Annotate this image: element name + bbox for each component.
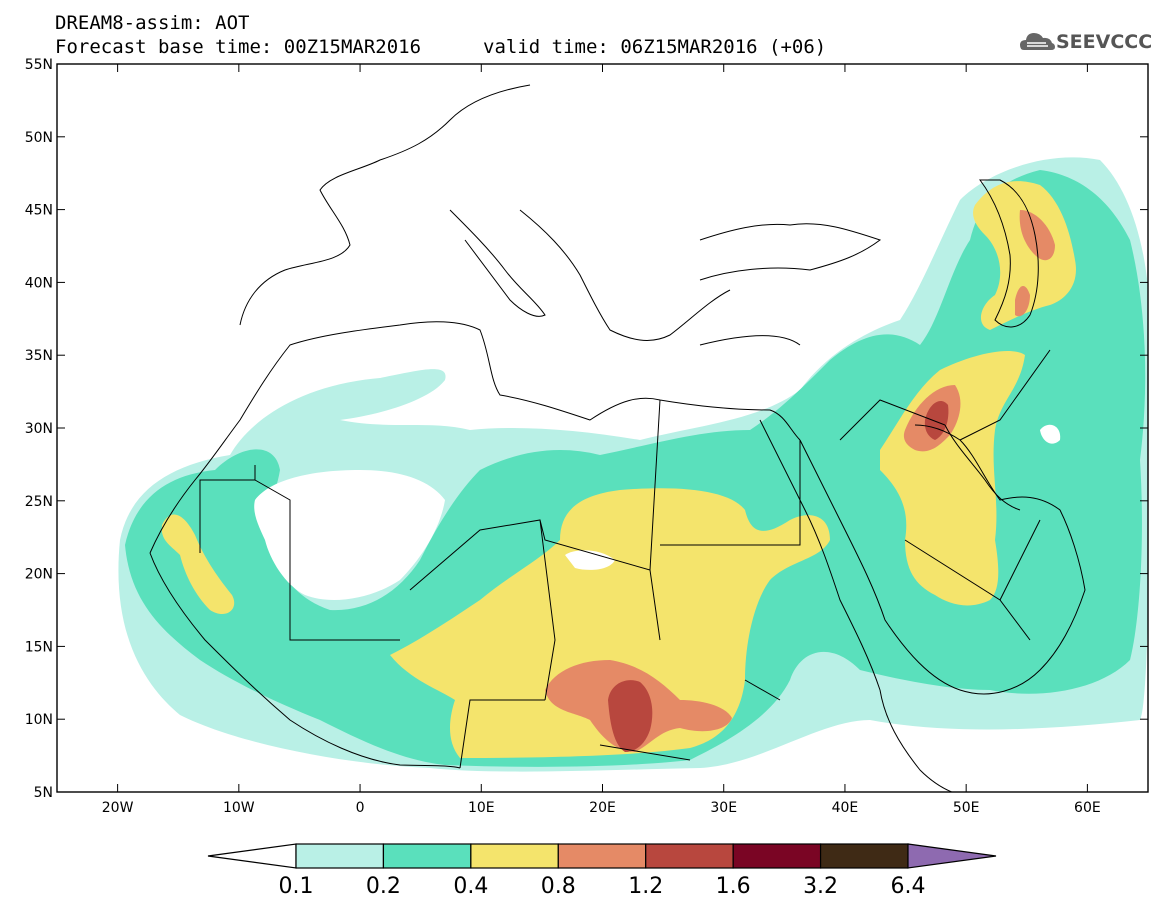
colorbar-segment (645, 843, 734, 869)
chart-subtitle: Forecast base time: 00Z15MAR2016 valid ti… (55, 36, 826, 58)
lat-tick-label: 15N (25, 639, 53, 655)
colorbar-label: 3.2 (803, 874, 838, 899)
aot-band-dark-red (608, 680, 653, 752)
lon-tick-label: 20E (589, 800, 616, 816)
lon-tick-label: 0 (356, 800, 365, 816)
lat-tick-label: 40N (25, 275, 53, 291)
aot-band-yellow (161, 514, 235, 615)
aot-band-orange (1015, 285, 1030, 317)
lon-tick-label: 20W (102, 800, 134, 816)
aot-band-turquoise (125, 170, 1146, 767)
aot-band-orange (1019, 210, 1055, 261)
colorbar-segment (382, 843, 472, 869)
colorbar-segment (819, 843, 909, 869)
lon-tick-label: 50E (953, 800, 980, 816)
aot-band-yellow (973, 181, 1076, 330)
cloud-icon (1020, 33, 1055, 50)
lon-tick-label: 10W (223, 800, 255, 816)
colorbar-over-arrow (907, 843, 997, 869)
lon-tick-label: 30E (710, 800, 737, 816)
lon-tick-label: 40E (832, 800, 859, 816)
lat-tick-label: 50N (25, 130, 53, 146)
logo-text: SEEVCCC (1056, 31, 1153, 53)
lat-tick-label: 20N (25, 567, 53, 583)
lon-tick-label: 10E (468, 800, 495, 816)
colorbar-label: 0.1 (279, 874, 314, 899)
aot-field (118, 157, 1148, 772)
colorbar-label: 0.8 (541, 874, 576, 899)
colorbar-label: 6.4 (891, 874, 926, 899)
valid-time-label: valid time: 06Z15MAR2016 (+06) (483, 36, 827, 58)
aot-band-yellow (390, 488, 830, 758)
chart-title: DREAM8-assim: AOT (55, 12, 250, 34)
lat-tick-label: 10N (25, 712, 53, 728)
coastlines (149, 84, 1086, 792)
base-time-label: Forecast base time: 00Z15MAR2016 (55, 36, 422, 58)
colorbar-label: 1.2 (628, 874, 663, 899)
colorbar-segment (732, 843, 822, 869)
lat-tick-label: 25N (25, 494, 53, 510)
axes: 5N 10N 15N 20N 25N 30N 35N 40N 45N 50N 55N 20W 10W 0 1… (25, 57, 1148, 816)
colorbar-label: 1.6 (716, 874, 751, 899)
colorbar-label: 0.4 (453, 874, 488, 899)
colorbar-label: 0.2 (366, 874, 401, 899)
lat-tick-label: 30N (25, 421, 53, 437)
colorbar-under-arrow (207, 843, 297, 869)
colorbar-segment (470, 843, 559, 869)
lon-tick-label: 60E (1074, 800, 1101, 816)
colorbar-segment (295, 843, 385, 869)
aot-clear-areas (254, 424, 1061, 600)
lat-tick-label: 55N (25, 57, 53, 73)
lat-tick-label: 5N (34, 785, 53, 801)
colorbar-segment (557, 843, 647, 869)
lat-tick-label: 45N (25, 203, 53, 219)
lat-tick-label: 35N (25, 348, 53, 364)
